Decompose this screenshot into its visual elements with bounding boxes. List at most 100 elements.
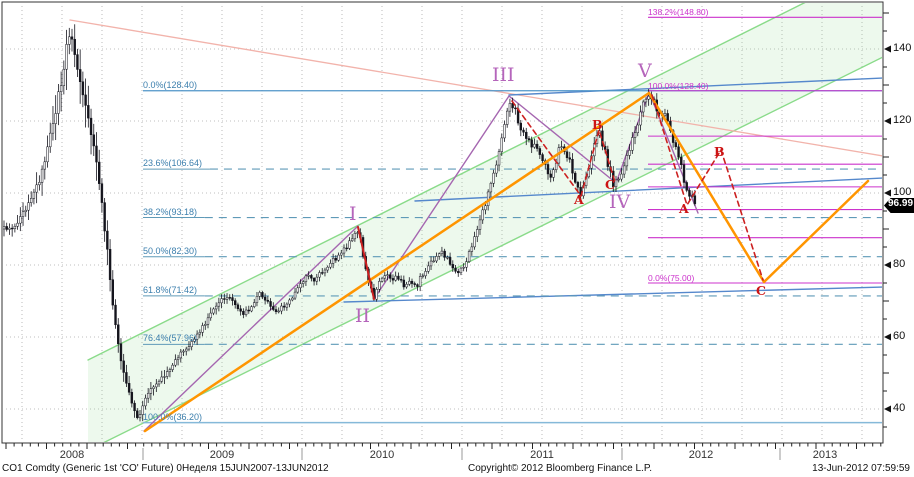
footer-copyright: Copyright© 2012 Bloomberg Finance L.P. (468, 463, 652, 474)
last-price-tag: 96.99 (884, 198, 914, 213)
candle-body (81, 81, 85, 96)
trend-channel-lower-line (103, 56, 882, 442)
abc-correction-line (511, 100, 616, 197)
candle-body (413, 283, 416, 285)
candle-body (350, 238, 354, 242)
abc-wave-label: C (605, 177, 615, 192)
candle-body (402, 279, 406, 288)
blue-support-low-line (343, 286, 882, 303)
candle-body (5, 226, 8, 230)
candle-body (108, 249, 112, 280)
candle-body (285, 303, 289, 308)
candle-body (223, 298, 226, 300)
candle-body (440, 250, 444, 254)
candle-body (160, 376, 163, 382)
candle-body (117, 324, 120, 345)
candle-body (168, 369, 172, 372)
candle-body (179, 351, 183, 359)
elliott-wave-label: III (492, 64, 515, 86)
candle-body (484, 205, 487, 211)
candle-body (389, 274, 392, 279)
price-axis-label: 120 (893, 114, 912, 126)
candle-body (663, 113, 667, 116)
candle-body (76, 54, 79, 70)
price-axis-label: 40 (893, 402, 906, 414)
candle-body (144, 397, 147, 407)
candle-body (65, 44, 68, 70)
candle-body (272, 306, 275, 310)
candle-body (122, 360, 125, 373)
candle-body (685, 182, 688, 191)
fib-retracement-label: 76.4%(57.96) (143, 333, 198, 344)
candle-body (70, 36, 74, 40)
candle-body (106, 230, 109, 250)
candle-body (329, 263, 332, 268)
candle-body (174, 359, 177, 366)
candle-body (84, 94, 87, 106)
candle-body (408, 280, 411, 285)
candle-body (234, 300, 237, 306)
candle-body (470, 246, 474, 252)
candle-body (193, 338, 196, 342)
footer-timestamp: 13-Jun-2012 07:59:59 (812, 463, 910, 474)
elliott-wave-label: V (638, 60, 652, 82)
candle-body (525, 131, 528, 139)
candle-body (495, 164, 498, 174)
candle-body (418, 276, 422, 287)
candlestick-series (3, 24, 697, 422)
candle-body (497, 151, 501, 166)
candle-body (568, 157, 571, 160)
candle-body (467, 251, 471, 262)
candle-body (625, 155, 629, 167)
candle-body (399, 279, 403, 281)
candle-body (253, 302, 256, 307)
candle-body (454, 267, 457, 272)
candle-body (214, 305, 218, 310)
candle-body (30, 198, 33, 203)
candle-body (519, 122, 522, 131)
candle-body (130, 392, 134, 404)
candle-body (427, 265, 430, 272)
candle-body (54, 113, 57, 124)
candle-body (125, 372, 128, 384)
candle-body (95, 145, 98, 163)
fib-retracement-label: 23.6%(106.64) (143, 158, 203, 169)
fib-retracement-label: 61.8%(71.42) (143, 284, 198, 295)
candle-body (508, 103, 512, 112)
candle-body (236, 304, 240, 310)
candle-body (315, 276, 319, 282)
candle-body (353, 233, 357, 240)
candle-body (171, 364, 174, 370)
abc-wave-label: A (574, 192, 584, 207)
candle-body (321, 272, 324, 274)
candle-body (527, 138, 531, 140)
candle-body (554, 162, 558, 170)
candle-body (261, 292, 264, 298)
candle-body (481, 209, 484, 221)
candle-body (312, 277, 316, 282)
candle-body (10, 227, 14, 230)
candle-body (209, 312, 212, 319)
candle-body (307, 275, 310, 277)
candle-body (3, 226, 6, 230)
candle-body (138, 414, 142, 419)
candle-body (155, 383, 158, 388)
candle-body (220, 298, 223, 304)
candle-body (225, 297, 229, 300)
candle-body (622, 165, 626, 175)
candle-body (127, 383, 131, 393)
candle-body (478, 219, 482, 230)
candle-body (198, 332, 202, 335)
candle-body (152, 386, 155, 389)
candle-body (560, 146, 563, 148)
candle-body (250, 306, 253, 312)
candle-body (574, 172, 577, 183)
candle-body (682, 164, 686, 183)
candle-body (136, 410, 139, 419)
elliott-wave-label: IV (609, 191, 631, 213)
candle-body (288, 299, 291, 305)
price-axis-arrow (884, 45, 891, 53)
candle-body (296, 287, 299, 293)
abc-wave-label: C (756, 283, 766, 298)
